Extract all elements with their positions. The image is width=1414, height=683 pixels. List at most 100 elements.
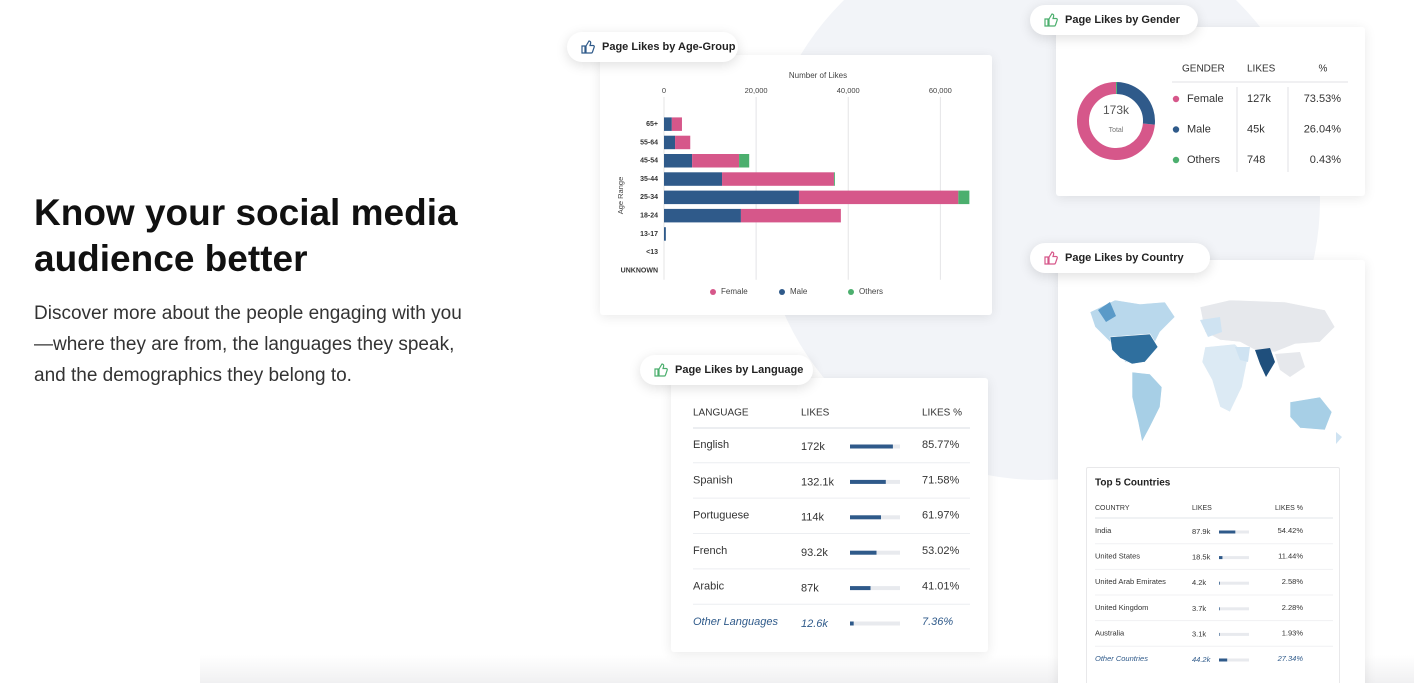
badge-title: Page Likes by Language [675,364,804,376]
percent-bar [850,515,881,520]
bar-segment [798,190,959,205]
country-likes: 3.7k [1192,604,1206,613]
country-percent: 2.28% [1282,603,1304,612]
thumb-icon [581,40,595,54]
age-card: Number of Likes 0 20,000 40,000 60,000 Age Ra… [600,55,992,315]
top-countries-table: Top 5 Countries COUNTRY LIKES LIKES % India 8… [1095,478,1333,664]
gender-likes: 45k [1247,123,1265,135]
country-name: United Arab Emirates [1095,577,1166,586]
column-header: LANGUAGE [693,408,749,419]
gender-percent: 26.04% [1304,123,1342,135]
y-tick-label: 13-17 [640,231,658,238]
country-name: United Kingdom [1095,603,1148,612]
gender-name: Others [1187,154,1221,166]
country-percent: 27.34% [1277,654,1304,663]
country-likes: 4.2k [1192,578,1206,587]
y-tick-label: 45-54 [640,158,658,165]
top-countries-box: Top 5 Countries COUNTRY LIKES LIKES % India 8… [1086,467,1340,683]
column-header: LIKES [1192,505,1212,512]
gender-card: 173k Total GENDER LIKES% Female 127k 73.53% Mal… [1056,27,1365,196]
bar-track [1219,607,1249,611]
language-likes: 132.1k [801,476,835,488]
gender-likes: 748 [1247,154,1265,166]
legend-marker [1172,95,1180,103]
percent-bar [850,621,854,626]
language-likes: 172k [801,441,825,453]
language-name: English [693,439,729,451]
country-percent: 54.42% [1278,526,1304,535]
percent-bar [850,586,871,591]
bar-track [1219,632,1249,636]
donut-total-label: Total [1109,127,1124,134]
y-axis-title: Age Range [616,177,625,215]
legend-marker [1172,126,1180,133]
legend-marker [1172,156,1180,164]
thumb-icon [1044,251,1058,265]
table-title: Top 5 Countries [1095,478,1171,489]
language-likes: 12.6k [801,618,828,630]
language-name: Portuguese [693,510,749,522]
x-tick-label: 60,000 [929,86,952,95]
country-percent: 1.93% [1282,628,1304,637]
bar-segment [692,154,740,168]
bar-track [1219,581,1249,585]
y-tick-label: 65+ [646,121,658,128]
bar-segment [664,172,723,186]
bar-segment [664,208,741,223]
bar-segment [958,190,970,205]
percent-bar [1219,658,1228,662]
gender-percent: 73.53% [1304,93,1342,105]
column-header: % [1319,64,1328,75]
y-tick-label: UNKNOWN [621,267,658,274]
column-header: GENDER [1182,64,1225,75]
age-chart: Number of Likes 0 20,000 40,000 60,000 Age Ra… [616,71,970,296]
hero-description: Discover more about the people engaging … [34,303,462,386]
badge-title: Page Likes by Country [1065,252,1184,264]
percent-bar [1219,530,1236,534]
bar-track [1219,556,1249,560]
bar-segment [664,135,676,150]
legend-label: Female [721,287,748,296]
column-header: LIKES [801,408,830,419]
bar-segment [664,227,666,241]
language-name: Arabic [693,581,725,593]
age-badge: Page Likes by Age-Group [567,32,738,62]
language-name: Other Languages [693,616,779,628]
bar-segment [671,117,682,131]
donut-total: 173k [1103,103,1130,117]
bar-segment [664,190,799,205]
donut-segment [1116,82,1155,125]
column-header: COUNTRY [1095,505,1130,512]
column-header: LIKES [1247,64,1276,75]
language-card: LANGUAGE LIKES LIKES % English 172k 85.77% Spa… [671,378,988,652]
x-tick-label: 20,000 [745,86,768,95]
language-likes: 93.2k [801,547,828,559]
bar-track [1219,658,1249,662]
bar-segment [664,154,693,168]
language-likes: 87k [801,583,819,595]
country-badge: Page Likes by Country [1030,243,1210,273]
x-axis-title: Number of Likes [789,71,847,80]
x-tick-label: 0 [662,86,666,95]
column-header: LIKES % [922,408,962,419]
gender-percent: 0.43% [1310,154,1341,166]
world-map [1089,299,1342,444]
country-name: Australia [1095,628,1125,637]
column-header: LIKES % [1275,505,1303,512]
language-table: LANGUAGE LIKES LIKES % English 172k 85.77% Spa… [693,408,970,630]
bar-segment [740,208,841,223]
country-name: India [1095,526,1112,535]
percent-bar [1219,632,1220,636]
badge-title: Page Likes by Gender [1065,14,1180,26]
country-likes: 3.1k [1192,629,1206,638]
language-percent: 53.02% [922,545,960,557]
gender-badge: Page Likes by Gender [1030,5,1198,35]
percent-bar [1219,581,1220,585]
country-likes: 87.9k [1192,527,1211,536]
hero-title: Know your social media audience better [34,192,458,279]
language-badge: Page Likes by Language [640,355,813,385]
language-percent: 41.01% [922,581,960,593]
legend-marker [710,289,716,295]
y-tick-label: <13 [646,249,658,256]
